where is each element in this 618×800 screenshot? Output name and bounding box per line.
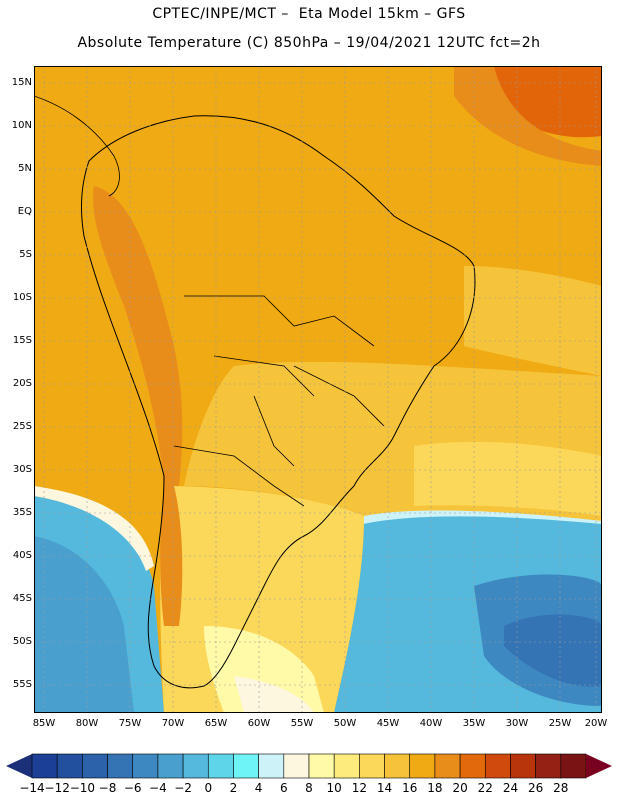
central-america <box>34 95 120 197</box>
colorbar-label: 2 <box>229 781 238 795</box>
field-tierra-cold <box>34 536 134 713</box>
latitude-label: EQ <box>17 206 32 217</box>
latitude-label: 20S <box>12 378 32 389</box>
temperature-map <box>34 66 602 713</box>
map-border <box>34 66 602 713</box>
colorbar-cell <box>409 753 436 779</box>
colorbar-label: −10 <box>69 781 96 795</box>
longitude-label: 60W <box>247 718 271 729</box>
longitude-label: 50W <box>333 718 357 729</box>
colorbar-label: −6 <box>123 781 142 795</box>
latitude-label: 5N <box>18 163 32 174</box>
colorbar-label: 24 <box>502 781 519 795</box>
latitude-label: 50S <box>12 636 32 647</box>
colorbar-cell <box>384 753 411 779</box>
colorbar-label: 14 <box>376 781 393 795</box>
colorbar-label: 20 <box>452 781 468 795</box>
field-caribbean-warm <box>454 66 602 166</box>
field-andes-warm <box>93 186 183 486</box>
field-andes-south-warm <box>160 486 183 626</box>
country-borders <box>173 295 385 507</box>
colorbar-label: −12 <box>44 781 70 795</box>
field-northeast-atlantic-mild <box>464 266 602 376</box>
longitude-label: 25W <box>548 718 572 729</box>
colorbar-label: 8 <box>305 781 313 795</box>
map-title-line2: Absolute Temperature (C) 850hPa – 19/04/… <box>77 35 541 51</box>
longitude-label: 80W <box>75 718 99 729</box>
colorbar-arrow-right <box>586 754 612 778</box>
longitude-label: 65W <box>204 718 228 729</box>
longitude-label: 35W <box>462 718 486 729</box>
colorbar-cell <box>283 753 310 779</box>
south-america-coastline <box>81 115 476 689</box>
latitude-label: 10S <box>12 292 32 303</box>
colorbar-cell <box>359 753 385 779</box>
colorbar-label: 18 <box>427 781 443 795</box>
colorbar-cell <box>258 753 285 779</box>
longitude-label: 20W <box>584 718 608 729</box>
colorbar-cell <box>308 753 335 779</box>
colorbar-cell <box>82 753 108 779</box>
colorbar-label: −4 <box>149 781 167 795</box>
colorbar-cell <box>434 753 461 779</box>
colorbar-label: 4 <box>254 781 263 795</box>
colorbar-cell <box>510 753 536 779</box>
colorbar-label: −14 <box>19 781 45 795</box>
latitude-label: 40S <box>12 550 32 561</box>
longitude-label: 45W <box>376 718 400 729</box>
latitude-label: 25S <box>12 421 32 432</box>
field-cream-strip <box>34 486 154 571</box>
latitude-label: 15N <box>11 77 32 88</box>
colorbar-label: −2 <box>174 781 192 795</box>
map-title-line1: CPTEC/INPE/MCT – Eta Model 15km – GFS <box>152 6 466 22</box>
latitude-label: 15S <box>12 335 32 346</box>
latitude-label: 30S <box>12 464 32 475</box>
colorbar-label: 10 <box>326 781 342 795</box>
colorbar-cell <box>207 753 234 779</box>
colorbar-label: 26 <box>527 781 544 795</box>
longitude-label: 75W <box>118 718 142 729</box>
longitude-label: 40W <box>419 718 443 729</box>
colorbar-cell <box>233 753 259 779</box>
colorbar-cell <box>459 753 486 779</box>
colorbar-label: −8 <box>98 781 117 795</box>
colorbar-cell <box>56 753 83 779</box>
colorbar-label: 28 <box>553 781 569 795</box>
colorbar-cell <box>107 753 134 779</box>
latitude-label: 5S <box>19 249 32 260</box>
longitude-label: 30W <box>505 718 529 729</box>
colorbar-cell <box>157 753 184 779</box>
colorbar-label: 16 <box>402 781 418 795</box>
colorbar-cell <box>182 753 209 779</box>
latitude-label: 10N <box>11 120 32 131</box>
longitude-label: 85W <box>32 718 56 729</box>
colorbar <box>6 753 612 779</box>
colorbar-label: 12 <box>351 781 367 795</box>
latitude-label: 45S <box>12 593 32 604</box>
colorbar-cell <box>333 753 360 779</box>
colorbar-cell <box>535 753 562 779</box>
longitude-label: 55W <box>290 718 314 729</box>
colorbar-label: 22 <box>477 781 493 795</box>
colorbar-label: 6 <box>279 781 288 795</box>
field-patagonia-pale <box>204 626 324 713</box>
latitude-label: 35S <box>12 507 32 518</box>
colorbar-cell <box>560 753 587 779</box>
colorbar-cell <box>484 753 511 779</box>
colorbar-cell <box>132 753 159 779</box>
colorbar-label: 0 <box>204 781 213 795</box>
field-mid-atlantic-cooler <box>414 441 602 516</box>
colorbar-cell <box>31 753 58 779</box>
longitude-label: 70W <box>161 718 185 729</box>
colorbar-arrow-left <box>6 754 32 778</box>
field-south-atlantic-deeper <box>504 614 602 687</box>
latitude-label: 55S <box>12 679 32 690</box>
